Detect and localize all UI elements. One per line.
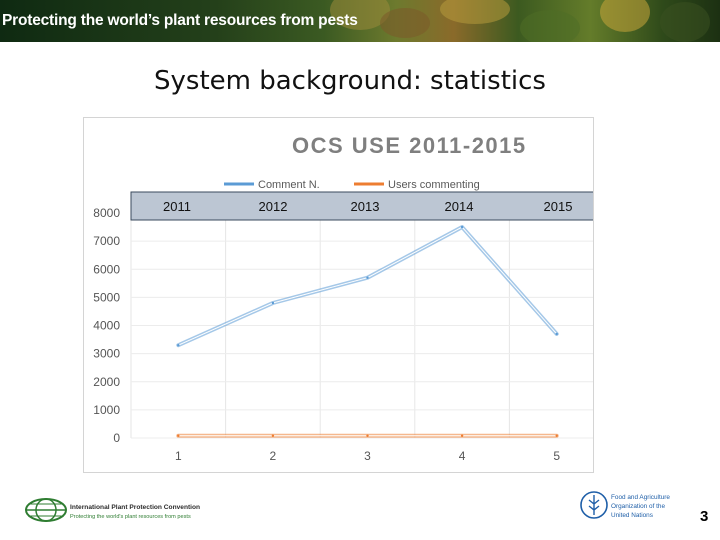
slide-title: System background: statistics	[154, 66, 546, 96]
legend-label: Comment N.	[258, 179, 320, 191]
x-tick-label: 4	[459, 449, 466, 463]
series-line-shadow	[176, 225, 559, 348]
year-label: 2013	[351, 199, 380, 214]
y-tick-label: 2000	[93, 375, 120, 389]
banner-leaf-decoration	[660, 2, 710, 42]
chart-title: OCS USE 2011-2015	[292, 133, 527, 158]
y-tick-label: 5000	[93, 290, 120, 304]
y-tick-label: 4000	[93, 319, 120, 333]
y-tick-label: 7000	[93, 234, 120, 248]
y-tick-label: 1000	[93, 403, 120, 417]
fao-logo: Food and Agriculture Organization of the…	[580, 491, 670, 519]
series-point	[271, 434, 275, 437]
year-band	[130, 191, 593, 221]
series-line-highlight	[178, 226, 558, 346]
series-point	[460, 434, 464, 437]
series-point	[177, 434, 180, 437]
x-tick-label: 3	[364, 449, 371, 463]
y-tick-label: 0	[113, 431, 120, 445]
series-point	[177, 343, 180, 347]
y-tick-label: 3000	[93, 347, 120, 361]
fao-line-1: Food and Agriculture	[611, 494, 670, 501]
fao-line-3: United Nations	[611, 512, 653, 519]
banner-leaf-decoration	[520, 10, 580, 42]
year-label: 2011	[163, 199, 191, 214]
banner-title: Protecting the world’s plant resources f…	[2, 12, 358, 29]
legend-label: Users commenting	[388, 179, 480, 191]
year-label: 2015	[544, 199, 573, 214]
series-point	[366, 276, 369, 279]
series-point	[555, 332, 558, 336]
ippc-name: International Plant Protection Conventio…	[70, 504, 200, 511]
series-point	[460, 225, 464, 229]
globe-icon	[25, 498, 67, 522]
banner-leaf-decoration	[380, 8, 430, 38]
banner-leaf-decoration	[600, 0, 650, 32]
line-chart: OCS USE 2011-2015 Comment N. Users comment…	[93, 133, 593, 463]
x-tick-label: 1	[175, 449, 182, 463]
series-point	[271, 301, 275, 305]
banner-leaf-decoration	[440, 0, 510, 24]
year-label: 2012	[259, 199, 288, 214]
chart-frame: OCS USE 2011-2015 Comment N. Users comment…	[83, 117, 594, 473]
fao-emblem-icon	[580, 491, 608, 519]
y-tick-label: 8000	[93, 206, 120, 220]
ippc-tagline: Protecting the world's plant resources f…	[70, 514, 191, 520]
header-banner: Protecting the world’s plant resources f…	[0, 0, 720, 42]
ippc-logo: International Plant Protection Conventio…	[25, 498, 200, 522]
x-tick-label: 2	[270, 449, 277, 463]
series-point	[366, 434, 369, 437]
series-point	[555, 434, 558, 437]
year-label: 2014	[445, 199, 474, 214]
page-number: 3	[700, 508, 709, 525]
x-tick-label: 5	[553, 449, 560, 463]
y-tick-label: 6000	[93, 262, 120, 276]
fao-line-2: Organization of the	[611, 503, 665, 510]
